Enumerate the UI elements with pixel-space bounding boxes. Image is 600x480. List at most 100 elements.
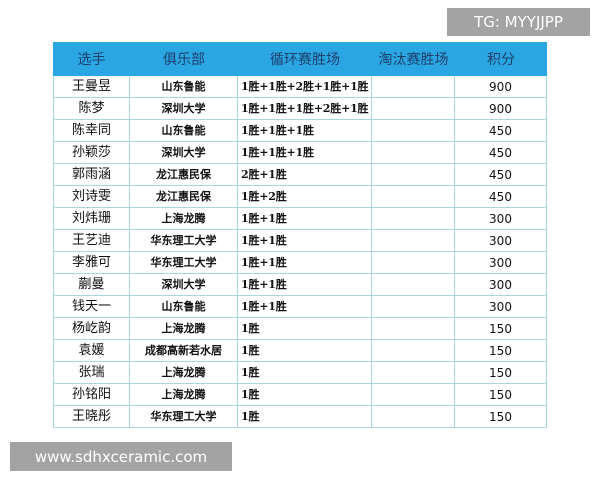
club-cell: 上海龙腾 (130, 384, 238, 406)
points-cell: 900 (455, 76, 547, 98)
table-body: 王曼昱 山东鲁能 1胜+1胜+2胜+1胜+1胜 900 陈梦 深圳大学 1胜+1胜+1胜+2… (53, 76, 547, 428)
points-cell: 150 (455, 384, 547, 406)
table-row: 王曼昱 山东鲁能 1胜+1胜+2胜+1胜+1胜 900 (53, 76, 547, 98)
table-row: 刘诗雯 龙江惠民保 1胜+2胜 450 (53, 186, 547, 208)
points-cell: 300 (455, 296, 547, 318)
header-points: 积分 (487, 52, 515, 68)
round-robin-cell: 1胜 (238, 406, 372, 428)
knockout-cell (372, 98, 455, 120)
table-row: 郭雨涵 龙江惠民保 2胜+1胜 450 (53, 164, 547, 186)
table-row: 陈幸同 山东鲁能 1胜+1胜+1胜 450 (53, 120, 547, 142)
round-robin-cell: 1胜+1胜 (238, 208, 372, 230)
player-cell: 王晓彤 (53, 406, 130, 428)
knockout-cell (372, 208, 455, 230)
points-cell: 900 (455, 98, 547, 120)
club-cell: 深圳大学 (130, 142, 238, 164)
points-cell: 300 (455, 230, 547, 252)
round-robin-cell: 1胜+1胜 (238, 252, 372, 274)
player-cell: 孙颖莎 (53, 142, 130, 164)
club-cell: 华东理工大学 (130, 230, 238, 252)
knockout-cell (372, 384, 455, 406)
knockout-cell (372, 164, 455, 186)
player-cell: 王曼昱 (53, 76, 130, 98)
club-cell: 龙江惠民保 (130, 164, 238, 186)
knockout-cell (372, 362, 455, 384)
knockout-cell (372, 252, 455, 274)
table-row: 蒯曼 深圳大学 1胜+1胜 300 (53, 274, 547, 296)
player-cell: 陈梦 (53, 98, 130, 120)
table-row: 陈梦 深圳大学 1胜+1胜+1胜+2胜+1胜 900 (53, 98, 547, 120)
round-robin-cell: 1胜 (238, 384, 372, 406)
header-club: 俱乐部 (163, 52, 205, 68)
knockout-cell (372, 230, 455, 252)
points-cell: 450 (455, 186, 547, 208)
header-knockout-wins: 淘汰赛胜场 (378, 52, 449, 68)
knockout-cell (372, 340, 455, 362)
table-row: 刘炜珊 上海龙腾 1胜+1胜 300 (53, 208, 547, 230)
table-row: 王艺迪 华东理工大学 1胜+1胜 300 (53, 230, 547, 252)
knockout-cell (372, 76, 455, 98)
table-row: 孙颖莎 深圳大学 1胜+1胜+1胜 450 (53, 142, 547, 164)
watermark-bottom: www.sdhxceramic.com (10, 442, 232, 471)
round-robin-cell: 1胜+1胜+1胜 (238, 142, 372, 164)
round-robin-cell: 1胜+1胜 (238, 230, 372, 252)
player-cell: 杨屹韵 (53, 318, 130, 340)
club-cell: 山东鲁能 (130, 120, 238, 142)
player-cell: 钱天一 (53, 296, 130, 318)
club-cell: 山东鲁能 (130, 76, 238, 98)
points-cell: 150 (455, 362, 547, 384)
round-robin-cell: 1胜 (238, 318, 372, 340)
header-round-robin-wins: 循环赛胜场 (270, 52, 340, 68)
points-cell: 450 (455, 142, 547, 164)
player-cell: 刘炜珊 (53, 208, 130, 230)
points-cell: 300 (455, 274, 547, 296)
club-cell: 上海龙腾 (130, 362, 238, 384)
knockout-cell (372, 296, 455, 318)
table-row: 杨屹韵 上海龙腾 1胜 150 (53, 318, 547, 340)
knockout-cell (372, 142, 455, 164)
player-cell: 孙铭阳 (53, 384, 130, 406)
points-cell: 150 (455, 406, 547, 428)
round-robin-cell: 1胜+1胜 (238, 296, 372, 318)
round-robin-cell: 1胜 (238, 362, 372, 384)
table-row: 张瑞 上海龙腾 1胜 150 (53, 362, 547, 384)
club-cell: 华东理工大学 (130, 252, 238, 274)
club-cell: 成都高新若水居 (130, 340, 238, 362)
points-cell: 150 (455, 318, 547, 340)
player-cell: 袁媛 (53, 340, 130, 362)
points-cell: 300 (455, 208, 547, 230)
club-cell: 深圳大学 (130, 274, 238, 296)
club-cell: 深圳大学 (130, 98, 238, 120)
club-cell: 龙江惠民保 (130, 186, 238, 208)
table-row: 袁媛 成都高新若水居 1胜 150 (53, 340, 547, 362)
round-robin-cell: 1胜+2胜 (238, 186, 372, 208)
round-robin-cell: 1胜+1胜+1胜+2胜+1胜 (238, 98, 372, 120)
table-row: 孙铭阳 上海龙腾 1胜 150 (53, 384, 547, 406)
points-cell: 450 (455, 120, 547, 142)
club-cell: 山东鲁能 (130, 296, 238, 318)
club-cell: 华东理工大学 (130, 406, 238, 428)
points-cell: 300 (455, 252, 547, 274)
points-cell: 450 (455, 164, 547, 186)
player-cell: 刘诗雯 (53, 186, 130, 208)
club-cell: 上海龙腾 (130, 318, 238, 340)
knockout-cell (372, 274, 455, 296)
header-player: 选手 (77, 52, 106, 68)
points-cell: 150 (455, 340, 547, 362)
player-cell: 张瑞 (53, 362, 130, 384)
knockout-cell (372, 406, 455, 428)
watermark-top: TG: MYYJJPP (447, 8, 590, 36)
player-cell: 李雅可 (53, 252, 130, 274)
player-cell: 郭雨涵 (53, 164, 130, 186)
round-robin-cell: 1胜 (238, 340, 372, 362)
round-robin-cell: 1胜+1胜+1胜 (238, 120, 372, 142)
round-robin-cell: 2胜+1胜 (238, 164, 372, 186)
table-row: 钱天一 山东鲁能 1胜+1胜 300 (53, 296, 547, 318)
knockout-cell (372, 186, 455, 208)
knockout-cell (372, 120, 455, 142)
round-robin-cell: 1胜+1胜 (238, 274, 372, 296)
table-row: 王晓彤 华东理工大学 1胜 150 (53, 406, 547, 428)
table-row: 李雅可 华东理工大学 1胜+1胜 300 (53, 252, 547, 274)
club-cell: 上海龙腾 (130, 208, 238, 230)
player-cell: 蒯曼 (53, 274, 130, 296)
